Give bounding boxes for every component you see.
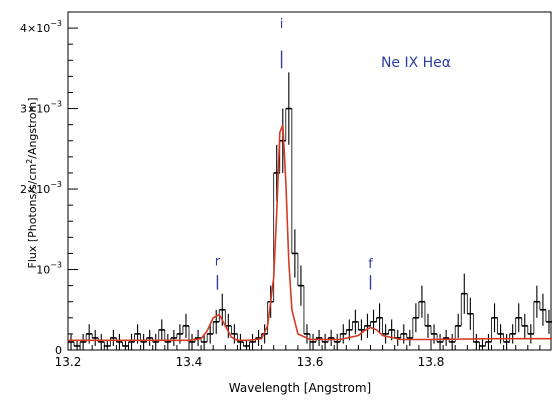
x-tick-label: 13.8 [418, 355, 445, 369]
data-series [68, 72, 552, 350]
model-series [68, 124, 552, 342]
line-label-i: i [280, 17, 284, 32]
y-tick-label: 10−3 [36, 261, 62, 277]
x-tick-label: 13.4 [176, 355, 203, 369]
y-axis-ticks: 0 10−3 2×10−3 3×10−3 4×10−3 [20, 19, 78, 357]
y-tick-label: 4×10−3 [20, 19, 62, 35]
line-label-f: f [368, 257, 373, 272]
line-annotations: r i f [215, 17, 373, 290]
y-tick-label: 2×10−3 [20, 180, 62, 196]
x-tick-label: 13.6 [297, 355, 324, 369]
y-axis-minor-ticks [68, 43, 73, 335]
chart-title: Ne IX Heα [381, 55, 451, 71]
y-axis-label: Flux [Photons/s/cm2/Angstrom] [25, 98, 39, 269]
x-axis-ticks: 13.2 13.4 13.6 13.8 [55, 340, 445, 369]
y-tick-label: 3×10−3 [20, 100, 62, 116]
x-axis-label: Wavelength [Angstrom] [229, 381, 371, 395]
model-line [68, 124, 552, 342]
line-label-r: r [215, 255, 221, 270]
plot-frame [67, 11, 552, 351]
y-tick-label: 0 [55, 344, 62, 357]
x-tick-label: 13.2 [55, 355, 82, 369]
